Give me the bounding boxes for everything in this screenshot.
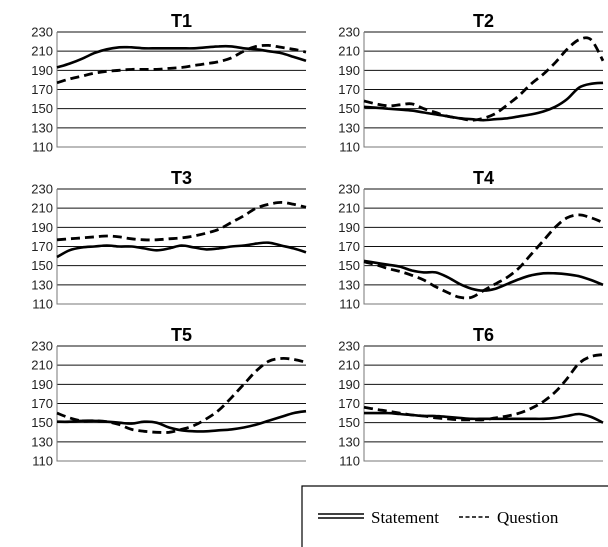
y-tick-label: 210 (31, 358, 53, 373)
series-line-statement (56, 44, 307, 69)
panel-title: T4 (473, 168, 494, 188)
legend-label-question: Question (497, 508, 559, 527)
series-line-question (56, 356, 307, 434)
series-line-question (56, 43, 307, 85)
y-tick-label: 210 (338, 44, 360, 59)
axis-frame (56, 189, 306, 305)
axis-frame (363, 189, 603, 305)
panel-t1: 110 130 150 170 190 210 230 T1 (31, 11, 307, 155)
legend-box (301, 485, 608, 547)
series-line-statement (56, 241, 307, 259)
y-tick-label: 150 (338, 415, 360, 430)
panel-t5: 110 130 150 170 190 210 230 T5 (31, 325, 307, 469)
series-line-question (56, 201, 307, 242)
y-tick-label: 190 (338, 220, 360, 235)
legend: Statement Question (301, 485, 608, 547)
y-tick-label: 190 (31, 63, 53, 78)
y-tick-label: 190 (338, 377, 360, 392)
y-tick-label: 170 (31, 82, 53, 97)
y-tick-label: 150 (338, 101, 360, 116)
y-tick-label: 170 (338, 239, 360, 254)
y-tick-label: 230 (338, 339, 360, 354)
y-tick-label: 110 (32, 297, 53, 312)
y-tick-label: 130 (31, 120, 53, 135)
y-tick-label: 130 (338, 434, 360, 449)
y-tick-label: 230 (31, 182, 53, 197)
y-tick-label: 190 (31, 220, 53, 235)
panel-t6: 110 130 150 170 190 210 230 T6 (338, 325, 604, 469)
y-tick-label: 130 (338, 120, 360, 135)
y-tick-label: 210 (338, 358, 360, 373)
y-tick-label: 110 (339, 140, 360, 155)
series-line-question (363, 36, 605, 122)
axis-frame (363, 32, 603, 148)
axis-frame (363, 346, 603, 462)
y-tick-label: 130 (31, 277, 53, 292)
y-tick-label: 150 (31, 415, 53, 430)
y-tick-label: 170 (31, 396, 53, 411)
y-tick-label: 110 (32, 454, 53, 469)
y-tick-label: 110 (32, 140, 53, 155)
y-tick-label: 150 (31, 258, 53, 273)
legend-label-statement: Statement (371, 508, 439, 527)
axis-frame (56, 346, 306, 462)
y-tick-label: 190 (338, 63, 360, 78)
y-tick-label: 110 (339, 454, 360, 469)
y-tick-label: 230 (31, 25, 53, 40)
y-tick-label: 130 (338, 277, 360, 292)
y-tick-label: 170 (31, 239, 53, 254)
y-tick-label: 170 (338, 396, 360, 411)
y-tick-label: 170 (338, 82, 360, 97)
panel-title: T1 (171, 11, 192, 31)
series-line-statement (363, 81, 604, 122)
y-tick-label: 150 (338, 258, 360, 273)
y-tick-label: 190 (31, 377, 53, 392)
axis-frame (56, 32, 306, 148)
panel-title: T2 (473, 11, 494, 31)
panel-t2: 110 130 150 170 190 210 230 T2 (338, 11, 605, 155)
y-tick-label: 230 (31, 339, 53, 354)
panel-t4: 110 130 150 170 190 210 230 T4 (338, 168, 604, 312)
panel-title: T3 (171, 168, 192, 188)
y-tick-label: 230 (338, 25, 360, 40)
y-tick-label: 130 (31, 434, 53, 449)
y-tick-label: 230 (338, 182, 360, 197)
panel-title: T6 (473, 325, 494, 345)
y-tick-label: 110 (339, 297, 360, 312)
y-tick-label: 210 (31, 44, 53, 59)
series-line-question (363, 353, 604, 422)
panel-t3: 110 130 150 170 190 210 230 T3 (31, 168, 307, 312)
y-tick-label: 210 (338, 201, 360, 216)
y-tick-label: 150 (31, 101, 53, 116)
panel-title: T5 (171, 325, 192, 345)
series-line-question (363, 213, 604, 300)
y-tick-label: 210 (31, 201, 53, 216)
